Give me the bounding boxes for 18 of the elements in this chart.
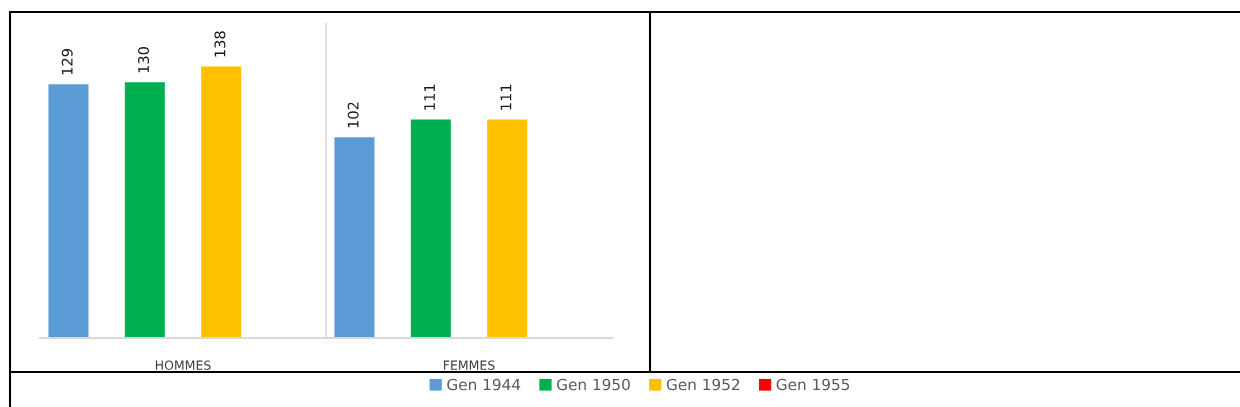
data-label: 111 <box>424 84 435 110</box>
bar <box>124 82 165 338</box>
legend-label: Gen 1955 <box>776 378 850 391</box>
legend-label: Gen 1944 <box>447 378 521 391</box>
bar <box>334 137 375 338</box>
data-label: 138 <box>214 31 226 57</box>
data-label: 111 <box>500 84 512 110</box>
x-tick-label: HOMMES <box>155 360 211 370</box>
bar <box>201 66 242 338</box>
data-label: 129 <box>61 49 73 75</box>
bar <box>487 119 528 338</box>
legend-label: Gen 1952 <box>666 378 740 391</box>
bar <box>48 84 89 338</box>
x-tick-label: FEMMES <box>443 360 495 370</box>
data-label: 130 <box>138 46 150 73</box>
data-label: 102 <box>347 102 359 128</box>
bar <box>410 119 451 338</box>
legend-label: Gen 1950 <box>557 378 630 391</box>
